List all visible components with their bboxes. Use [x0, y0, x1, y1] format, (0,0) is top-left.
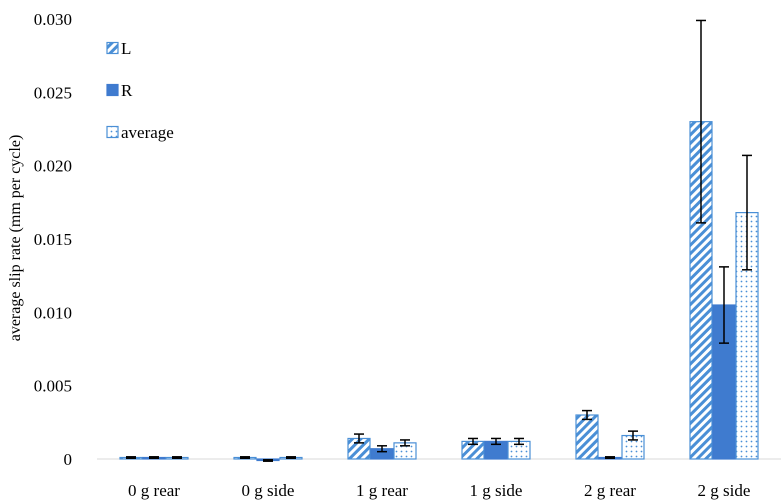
error-bar	[742, 154, 752, 271]
y-tick-label: 0.015	[34, 230, 72, 249]
legend-swatch	[106, 83, 119, 97]
bars	[119, 121, 759, 462]
error-bar	[514, 437, 524, 446]
error-bar	[377, 445, 387, 453]
error-bar	[719, 266, 729, 344]
y-tick-label: 0	[64, 450, 73, 469]
y-tick-label: 0.030	[34, 10, 72, 29]
x-tick-label: 0 g side	[242, 481, 295, 500]
y-tick-label: 0.005	[34, 377, 72, 396]
x-tick-label: 2 g side	[698, 481, 751, 500]
legend-item-r: R	[106, 81, 133, 100]
error-bar	[696, 19, 706, 224]
y-tick-labels: 0 0.005 0.010 0.015 0.020 0.025 0.030	[34, 10, 72, 469]
error-bar	[263, 458, 273, 462]
y-axis-title-group: average slip rate (mm per cycle)	[7, 135, 24, 342]
error-bar	[628, 430, 638, 441]
error-bar	[354, 433, 364, 444]
error-bar	[126, 456, 136, 460]
x-tick-label: 1 g side	[470, 481, 523, 500]
legend-item-average: average	[106, 123, 174, 142]
error-bar	[491, 437, 501, 446]
legend-swatch	[106, 41, 119, 55]
x-tick-label: 1 g rear	[356, 481, 408, 500]
y-axis-title: average slip rate (mm per cycle)	[7, 135, 24, 342]
x-tick-labels: 0 g rear 0 g side 1 g rear 1 g side 2 g rear…	[128, 481, 750, 500]
x-tick-label: 2 g rear	[584, 481, 636, 500]
legend-label: L	[121, 39, 131, 58]
bar-l-4	[575, 414, 599, 460]
y-tick-label: 0.025	[34, 83, 72, 102]
error-bar	[240, 456, 250, 460]
legend-swatch	[106, 125, 119, 139]
error-bar	[582, 409, 592, 421]
legend-item-l: L	[106, 39, 131, 58]
error-bar	[172, 456, 182, 460]
error-bar	[468, 437, 478, 446]
error-bar	[605, 456, 615, 460]
legend-label: average	[121, 123, 174, 142]
x-tick-label: 0 g rear	[128, 481, 180, 500]
error-bar	[400, 439, 410, 447]
error-bars	[126, 19, 752, 462]
error-bar	[149, 456, 159, 460]
y-tick-label: 0.010	[34, 303, 72, 322]
legend-label: R	[121, 81, 133, 100]
error-bar	[286, 456, 296, 460]
y-tick-label: 0.020	[34, 157, 72, 176]
